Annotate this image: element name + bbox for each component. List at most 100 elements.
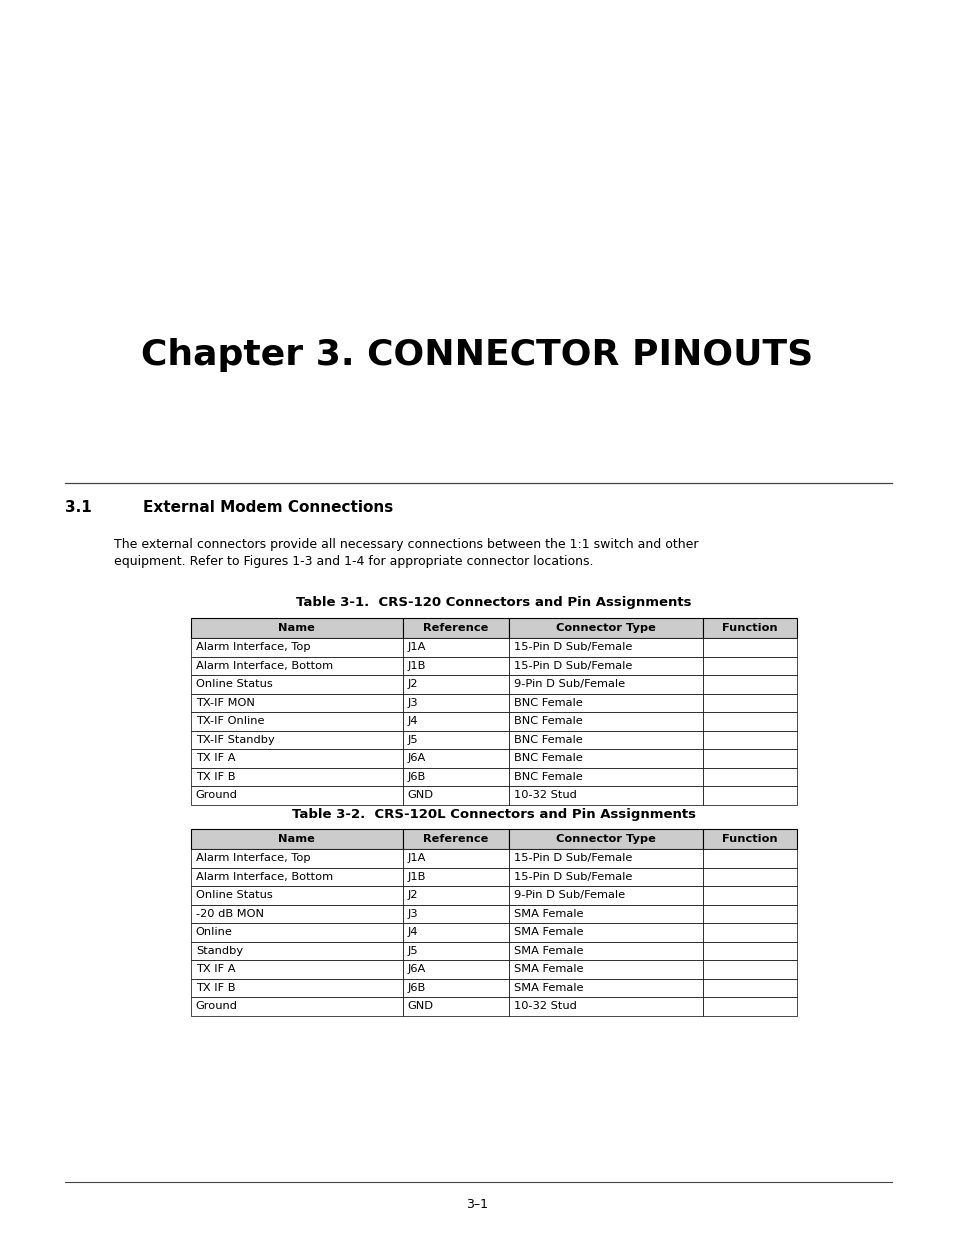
Bar (508, 997, 702, 1015)
Bar (508, 978, 702, 997)
Bar (508, 694, 702, 713)
Text: J1A: J1A (407, 853, 426, 863)
Text: Standby: Standby (195, 946, 243, 956)
Bar (508, 848, 702, 867)
Bar (402, 997, 508, 1015)
Text: Name: Name (278, 834, 314, 844)
Bar (508, 713, 702, 730)
Bar (702, 730, 796, 748)
Bar (702, 638, 796, 657)
Text: Name: Name (278, 622, 314, 634)
Bar (508, 657, 702, 676)
Text: TX IF A: TX IF A (195, 753, 235, 763)
Bar (402, 730, 508, 748)
Bar (191, 978, 402, 997)
Text: Alarm Interface, Top: Alarm Interface, Top (195, 642, 310, 652)
Bar (402, 694, 508, 713)
Bar (702, 885, 796, 904)
Bar (702, 767, 796, 785)
Bar (191, 923, 402, 941)
Text: 3–1: 3–1 (465, 1198, 488, 1212)
Bar (508, 785, 702, 804)
Bar (702, 997, 796, 1015)
Bar (508, 867, 702, 885)
Bar (191, 657, 402, 676)
Text: J3: J3 (407, 698, 418, 708)
Bar (702, 848, 796, 867)
Bar (402, 767, 508, 785)
Text: SMA Female: SMA Female (514, 965, 582, 974)
Text: Connector Type: Connector Type (556, 622, 655, 634)
Text: SMA Female: SMA Female (514, 927, 582, 937)
Bar (508, 730, 702, 748)
Bar (191, 676, 402, 694)
Bar (508, 829, 702, 848)
Text: TX-IF Online: TX-IF Online (195, 716, 264, 726)
Text: External Modem Connections: External Modem Connections (143, 500, 393, 515)
Bar (508, 638, 702, 657)
Text: J6A: J6A (407, 965, 426, 974)
Text: Chapter 3. CONNECTOR PINOUTS: Chapter 3. CONNECTOR PINOUTS (141, 338, 812, 372)
Text: Function: Function (721, 834, 777, 844)
Bar (508, 767, 702, 785)
Bar (191, 904, 402, 923)
Text: The external connectors provide all necessary connections between the 1:1 switch: The external connectors provide all nece… (114, 538, 699, 551)
Bar (702, 978, 796, 997)
Text: SMA Female: SMA Female (514, 946, 582, 956)
Text: J1B: J1B (407, 661, 426, 671)
Bar (702, 618, 796, 638)
Bar (508, 885, 702, 904)
Bar (702, 748, 796, 767)
Text: 15-Pin D Sub/Female: 15-Pin D Sub/Female (514, 872, 632, 882)
Bar (191, 694, 402, 713)
Bar (402, 978, 508, 997)
Bar (191, 848, 402, 867)
Text: TX IF B: TX IF B (195, 983, 235, 993)
Bar (702, 904, 796, 923)
Text: Online Status: Online Status (195, 679, 273, 689)
Text: 10-32 Stud: 10-32 Stud (514, 790, 577, 800)
Bar (191, 785, 402, 804)
Text: Table 3-2.  CRS-120L Connectors and Pin Assignments: Table 3-2. CRS-120L Connectors and Pin A… (292, 808, 695, 821)
Bar (508, 618, 702, 638)
Text: J5: J5 (407, 946, 418, 956)
Bar (702, 867, 796, 885)
Bar (191, 638, 402, 657)
Text: BNC Female: BNC Female (514, 716, 582, 726)
Bar (191, 885, 402, 904)
Text: J1B: J1B (407, 872, 426, 882)
Text: TX-IF Standby: TX-IF Standby (195, 735, 274, 745)
Text: Online: Online (195, 927, 233, 937)
Text: J2: J2 (407, 890, 417, 900)
Text: Ground: Ground (195, 790, 237, 800)
Text: J6B: J6B (407, 983, 426, 993)
Bar (702, 694, 796, 713)
Bar (191, 767, 402, 785)
Bar (402, 885, 508, 904)
Text: 15-Pin D Sub/Female: 15-Pin D Sub/Female (514, 661, 632, 671)
Text: SMA Female: SMA Female (514, 983, 582, 993)
Text: 9-Pin D Sub/Female: 9-Pin D Sub/Female (514, 679, 624, 689)
Text: BNC Female: BNC Female (514, 735, 582, 745)
Text: Alarm Interface, Top: Alarm Interface, Top (195, 853, 310, 863)
Bar (191, 960, 402, 978)
Bar (508, 676, 702, 694)
Text: BNC Female: BNC Female (514, 753, 582, 763)
Text: J5: J5 (407, 735, 418, 745)
Text: J1A: J1A (407, 642, 426, 652)
Text: equipment. Refer to Figures 1-3 and 1-4 for appropriate connector locations.: equipment. Refer to Figures 1-3 and 1-4 … (114, 555, 594, 568)
Text: GND: GND (407, 1002, 434, 1011)
Text: TX-IF MON: TX-IF MON (195, 698, 254, 708)
Bar (702, 941, 796, 960)
Text: -20 dB MON: -20 dB MON (195, 909, 264, 919)
Text: Online Status: Online Status (195, 890, 273, 900)
Text: 15-Pin D Sub/Female: 15-Pin D Sub/Female (514, 853, 632, 863)
Bar (402, 676, 508, 694)
Text: Alarm Interface, Bottom: Alarm Interface, Bottom (195, 872, 333, 882)
Bar (402, 748, 508, 767)
Bar (402, 657, 508, 676)
Bar (508, 941, 702, 960)
Text: BNC Female: BNC Female (514, 698, 582, 708)
Text: Reference: Reference (423, 834, 488, 844)
Text: Alarm Interface, Bottom: Alarm Interface, Bottom (195, 661, 333, 671)
